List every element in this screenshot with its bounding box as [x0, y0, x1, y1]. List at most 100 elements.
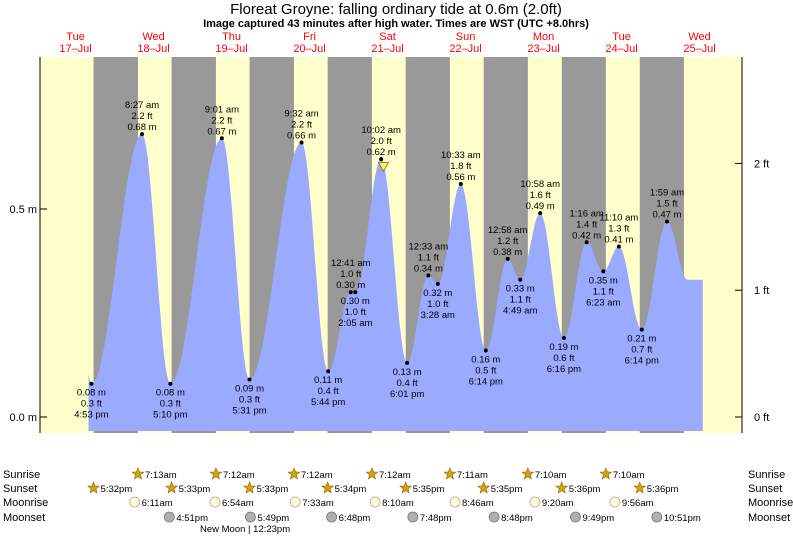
- tide-extreme-dot: [639, 327, 644, 332]
- sunrise-time-label: 7:12am: [223, 470, 255, 481]
- day-name-label: Wed: [688, 31, 710, 43]
- sunrise-row-label-right: Sunrise: [748, 469, 785, 481]
- tide-m-label: 0.09 m: [235, 384, 264, 395]
- tide-ft-label: 0.3 ft: [160, 399, 181, 410]
- day-name-label: Sat: [379, 31, 396, 43]
- tide-extreme-dot: [483, 348, 488, 353]
- tide-ft-label: 0.6 ft: [553, 353, 574, 364]
- tide-extreme-dot: [458, 182, 463, 187]
- tide-m-label: 0.38 m: [493, 247, 522, 258]
- tide-ft-label: 1.0 ft: [427, 299, 448, 310]
- tide-m-label: 0.35 m: [589, 275, 618, 286]
- moonset-row-label-left: Moonset: [3, 512, 45, 524]
- moonset-icon: [245, 511, 256, 523]
- tide-time-label: 4:49 am: [503, 306, 537, 317]
- sunset-time-label: 5:32pm: [101, 484, 133, 495]
- tide-m-label: 0.08 m: [77, 388, 106, 399]
- tide-extreme-dot: [616, 244, 621, 249]
- day-date-label: 20–Jul: [293, 43, 325, 55]
- day-date-label: 19–Jul: [215, 43, 247, 55]
- day-name-label: Tue: [66, 31, 85, 43]
- tide-time-label: 10:58 am: [520, 179, 560, 190]
- day-name-label: Sun: [456, 31, 476, 43]
- tide-time-label: 5:10 pm: [153, 410, 187, 421]
- tide-m-label: 0.47 m: [652, 209, 681, 220]
- moonset-icon: [407, 511, 419, 523]
- tide-time-label: 8:27 am: [125, 100, 159, 111]
- tide-m-label: 0.49 m: [526, 201, 555, 212]
- current-tide-marker: [377, 162, 390, 173]
- chart-subtitle: Image captured 43 minutes after high wat…: [203, 18, 589, 30]
- tide-ft-label: 1.1 ft: [418, 253, 439, 264]
- tide-time-label: 9:01 am: [205, 104, 239, 115]
- day-labels: Tue17–JulWed18–JulThu19–JulFri20–JulSat2…: [59, 31, 715, 55]
- sun-icon: [399, 481, 413, 494]
- sun-icon: [287, 467, 301, 480]
- tide-extreme-dot: [435, 281, 440, 286]
- sun-icon: [87, 481, 100, 494]
- tide-ft-label: 1.0 ft: [340, 269, 361, 280]
- day-name-label: Mon: [533, 31, 554, 43]
- moonset-time-label: 10:51pm: [664, 513, 701, 524]
- y-tick-label-ft: 1 ft: [754, 285, 769, 297]
- moonrise-row-label-right: Moonrise: [748, 497, 793, 509]
- tide-time-label: 12:58 am: [488, 225, 528, 236]
- sun-icon: [555, 481, 569, 494]
- sunset-row-label-left: Sunset: [3, 483, 37, 495]
- tide-time-label: 1:59 am: [650, 187, 684, 198]
- tide-extreme-dot: [379, 157, 384, 162]
- tide-time-label: 5:44 pm: [311, 397, 345, 408]
- moonrise-icon: [129, 496, 141, 508]
- tide-extreme-dot: [426, 273, 431, 278]
- sun-icon: [521, 467, 535, 480]
- tide-extreme-dot: [584, 240, 589, 245]
- sun-icon: [209, 467, 223, 480]
- sunrise-time-label: 7:13am: [145, 470, 177, 481]
- moonset-time-label: 5:49pm: [257, 513, 289, 524]
- tide-time-label: 10:02 am: [361, 125, 401, 136]
- day-date-label: 18–Jul: [137, 43, 169, 55]
- sunrise-time-label: 7:12am: [301, 470, 333, 481]
- moonset-time-label: 4:51pm: [176, 513, 208, 524]
- tide-time-label: 6:23 am: [586, 297, 620, 308]
- sun-icon: [633, 481, 647, 494]
- moonrise-icon: [209, 496, 221, 508]
- moonrise-time-label: 8:46am: [462, 498, 494, 509]
- tide-time-label: 1:16 am: [570, 208, 604, 219]
- tide-ft-label: 2.2 ft: [131, 111, 152, 122]
- tide-ft-label: 2.2 ft: [211, 115, 232, 126]
- tide-m-label: 0.68 m: [127, 122, 156, 133]
- sun-icon: [131, 467, 145, 480]
- tide-extreme-dot: [140, 132, 145, 137]
- tide-m-label: 0.66 m: [287, 130, 316, 141]
- tide-time-label: 10:33 am: [441, 150, 481, 161]
- sun-icon: [243, 481, 257, 494]
- sunset-row-label-right: Sunset: [748, 483, 782, 495]
- tide-m-label: 0.42 m: [572, 230, 601, 241]
- sunrise-row-label-left: Sunrise: [3, 469, 40, 481]
- day-date-label: 23–Jul: [527, 43, 559, 55]
- tide-ft-label: 1.4 ft: [576, 219, 597, 230]
- tide-m-label: 0.30 m: [336, 280, 365, 291]
- sunset-time-label: 5:35pm: [491, 484, 523, 495]
- sun-icon: [599, 467, 613, 480]
- tide-m-label: 0.32 m: [423, 288, 452, 299]
- moonrise-time-label: 6:11am: [142, 498, 173, 509]
- tide-extreme-dot: [353, 290, 358, 295]
- tide-extreme-dot: [518, 277, 523, 282]
- sunset-time-label: 5:33pm: [257, 484, 289, 495]
- tide-extreme-dot: [538, 211, 543, 216]
- tide-ft-label: 0.7 ft: [631, 345, 652, 356]
- tide-extreme-dot: [405, 360, 410, 365]
- moonrise-time-label: 9:20am: [542, 498, 574, 509]
- tide-ft-label: 0.3 ft: [81, 399, 102, 410]
- tide-extreme-dot: [664, 219, 669, 224]
- tide-m-label: 0.56 m: [446, 172, 475, 183]
- day-name-label: Wed: [142, 31, 164, 43]
- sun-icon: [443, 467, 457, 480]
- tide-m-label: 0.34 m: [414, 264, 443, 275]
- tide-time-label: 3:28 am: [421, 310, 455, 321]
- day-date-label: 25–Jul: [683, 43, 715, 55]
- tide-time-label: 12:41 am: [331, 258, 371, 269]
